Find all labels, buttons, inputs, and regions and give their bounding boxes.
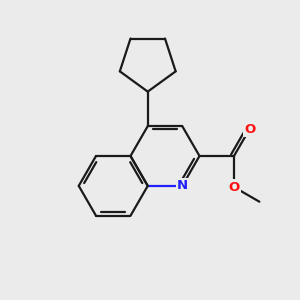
Text: O: O — [228, 181, 240, 194]
Text: O: O — [244, 123, 255, 136]
Text: N: N — [177, 179, 188, 192]
